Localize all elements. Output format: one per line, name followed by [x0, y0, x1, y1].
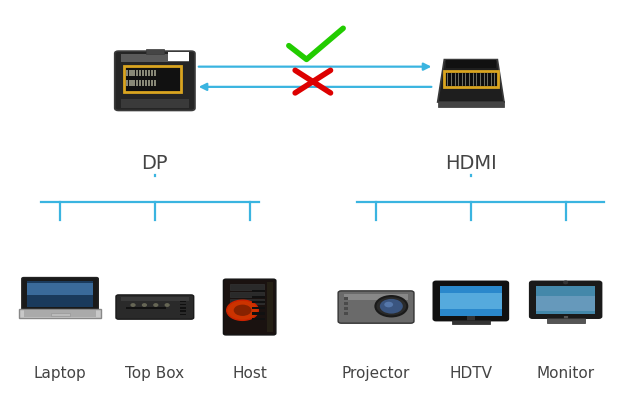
Bar — [148, 70, 150, 76]
Bar — [180, 304, 186, 305]
Bar — [146, 49, 164, 54]
Circle shape — [234, 305, 252, 316]
Bar — [230, 292, 265, 297]
Circle shape — [227, 300, 258, 320]
Bar — [344, 302, 348, 305]
Bar — [138, 70, 141, 76]
FancyBboxPatch shape — [530, 282, 601, 318]
Bar — [151, 70, 154, 76]
Bar — [27, 283, 94, 295]
Bar — [452, 320, 490, 324]
Bar — [267, 282, 273, 332]
Circle shape — [142, 304, 146, 306]
Bar — [136, 80, 138, 86]
Text: Projector: Projector — [342, 366, 410, 381]
Bar — [138, 80, 141, 86]
Bar — [344, 307, 348, 310]
Text: Laptop: Laptop — [33, 366, 87, 381]
Circle shape — [131, 304, 135, 306]
Bar — [467, 316, 475, 321]
Bar — [252, 318, 265, 320]
Text: Host: Host — [232, 366, 267, 381]
Bar — [180, 310, 186, 312]
Bar — [252, 313, 265, 314]
Bar — [537, 296, 595, 311]
Bar — [27, 281, 94, 307]
Bar — [180, 301, 186, 302]
Bar — [252, 290, 265, 292]
Text: DP: DP — [142, 154, 168, 173]
Bar — [154, 80, 157, 86]
Bar — [126, 80, 128, 86]
Bar — [344, 312, 348, 315]
FancyBboxPatch shape — [338, 291, 414, 323]
Bar — [230, 299, 265, 304]
Bar — [145, 80, 147, 86]
Circle shape — [154, 304, 158, 306]
Bar — [51, 313, 70, 316]
Bar — [130, 80, 131, 86]
Bar — [252, 296, 265, 297]
Bar — [121, 297, 188, 301]
Bar — [252, 301, 265, 303]
Bar — [344, 297, 348, 300]
Bar — [133, 80, 135, 86]
Bar — [168, 52, 188, 61]
Bar — [142, 80, 144, 86]
Text: Monitor: Monitor — [537, 366, 595, 381]
FancyBboxPatch shape — [115, 51, 195, 110]
Text: HDTV: HDTV — [449, 366, 492, 381]
Circle shape — [384, 302, 393, 307]
Circle shape — [166, 304, 169, 306]
Bar — [547, 318, 585, 323]
Bar — [344, 294, 408, 300]
Bar — [133, 70, 135, 76]
Bar — [180, 307, 186, 309]
FancyBboxPatch shape — [434, 282, 508, 320]
Text: HDMI: HDMI — [445, 154, 497, 173]
FancyBboxPatch shape — [21, 278, 99, 310]
Bar — [142, 70, 144, 76]
Bar — [24, 310, 96, 317]
FancyBboxPatch shape — [116, 295, 193, 319]
FancyBboxPatch shape — [224, 279, 276, 335]
Bar — [19, 309, 101, 318]
Bar — [440, 293, 502, 309]
Bar — [154, 70, 157, 76]
Bar — [126, 70, 128, 76]
Bar — [148, 80, 150, 86]
Bar — [130, 70, 131, 76]
Bar — [121, 99, 188, 107]
Bar — [230, 284, 265, 290]
Bar — [121, 55, 188, 62]
Bar — [537, 286, 595, 314]
Bar — [180, 314, 186, 315]
Bar — [444, 71, 498, 87]
Bar — [145, 70, 147, 76]
Circle shape — [375, 296, 407, 316]
Bar — [151, 80, 154, 86]
Circle shape — [380, 299, 403, 314]
Bar — [136, 70, 138, 76]
Bar — [446, 61, 496, 68]
Bar — [440, 286, 502, 316]
Bar — [124, 65, 181, 92]
Bar — [437, 101, 504, 107]
Polygon shape — [437, 59, 504, 102]
Text: Top Box: Top Box — [125, 366, 185, 381]
Circle shape — [564, 281, 568, 284]
Bar — [252, 307, 265, 309]
Bar — [126, 307, 166, 309]
